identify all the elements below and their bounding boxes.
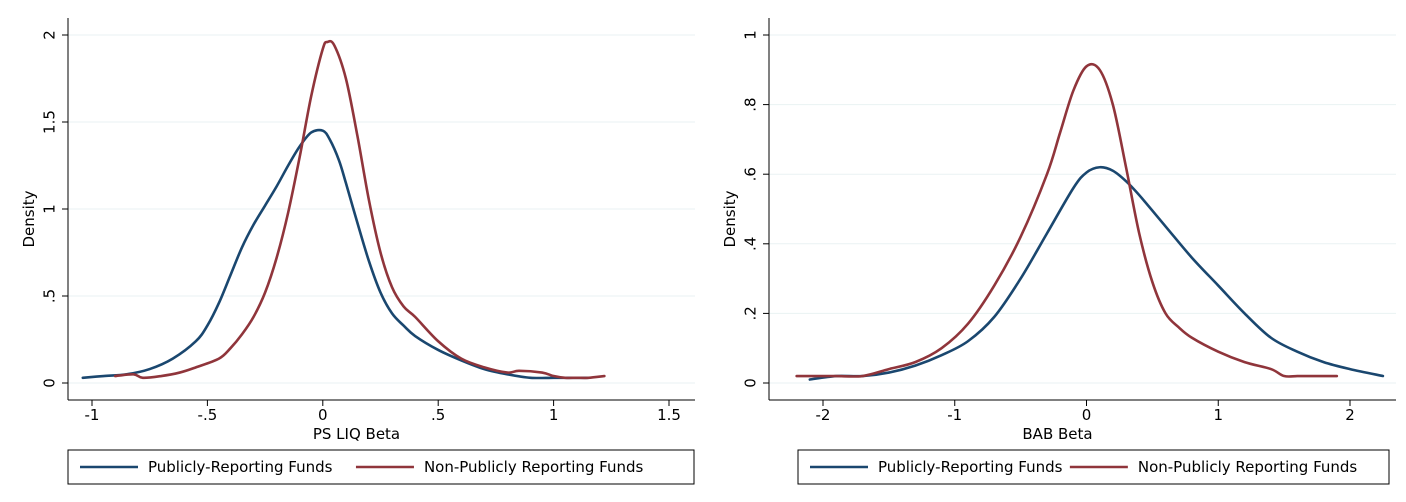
- y-tick-label: .6: [742, 167, 760, 181]
- legend-label: Non-Publicly Reporting Funds: [1138, 458, 1358, 476]
- chart-panel-left: 0 .5 1 1.5 2 -1 -.5 0 .5 1 1.5 PS LIQ Beta Density Pu…: [20, 18, 695, 485]
- y-axis-label: Density: [721, 190, 739, 247]
- series-line-publicly-reporting: [81, 128, 590, 380]
- x-tick-label: 0: [318, 406, 328, 424]
- chart-bab-beta: 0 .2 .4 .6 .8 1 -2 -1 0 1 2 BAB Beta Density Publicly…: [721, 18, 1396, 485]
- x-tick-label: 1: [549, 406, 559, 424]
- y-tick-label: 0: [742, 378, 760, 388]
- x-tick-label: -2: [816, 406, 831, 424]
- y-tick-label: 0: [41, 378, 59, 388]
- chart-panel-right: 0 .2 .4 .6 .8 1 -2 -1 0 1 2 BAB Beta Density Publicly…: [703, 0, 1406, 502]
- y-tick-label: .4: [742, 237, 760, 251]
- y-tick-label: 1.5: [41, 110, 59, 134]
- y-tick-label: .5: [41, 289, 59, 303]
- legend-label: Publicly-Reporting Funds: [878, 458, 1063, 476]
- chart-ps-liq-beta: 0 .5 1 1.5 2 -1 -.5 0 .5 1 1.5 PS LIQ Beta Density Pu…: [20, 18, 695, 485]
- y-tick-label: .2: [742, 306, 760, 320]
- x-tick-label: 0: [1082, 406, 1092, 424]
- y-tick-label: .8: [742, 97, 760, 111]
- x-tick-label: 1.5: [657, 406, 681, 424]
- legend-label: Publicly-Reporting Funds: [148, 458, 333, 476]
- y-axis-label: Density: [20, 190, 38, 247]
- x-axis-label: PS LIQ Beta: [313, 425, 400, 443]
- x-tick-label: 1: [1213, 406, 1223, 424]
- series-line-non-publicly-reporting: [113, 39, 606, 380]
- x-tick-label: -.5: [198, 406, 218, 424]
- x-tick-label: 2: [1345, 406, 1355, 424]
- x-tick-label: -1: [85, 406, 100, 424]
- legend-label: Non-Publicly Reporting Funds: [424, 458, 644, 476]
- y-tick-label: 1: [742, 30, 760, 40]
- y-tick-label: 1: [41, 204, 59, 214]
- x-tick-label: .5: [431, 406, 445, 424]
- x-tick-label: -1: [947, 406, 962, 424]
- series-line-non-publicly-reporting: [795, 62, 1339, 378]
- y-tick-label: 2: [41, 30, 59, 40]
- series-line-publicly-reporting: [808, 165, 1385, 381]
- x-axis-label: BAB Beta: [1022, 425, 1092, 443]
